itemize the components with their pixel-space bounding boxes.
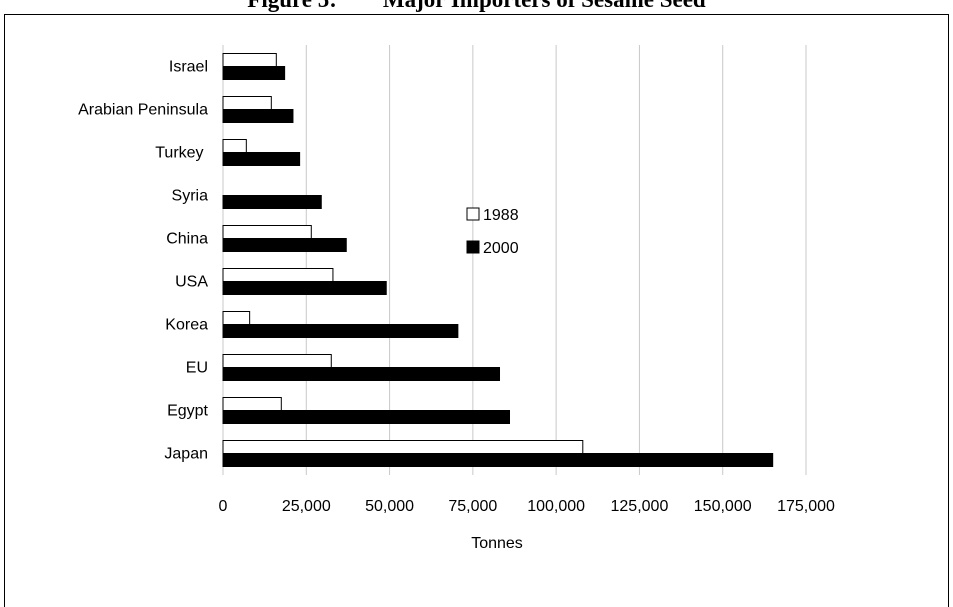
category-label: Arabian Peninsula	[78, 102, 208, 119]
bar-2000-israel	[222, 66, 286, 80]
category-label: Israel	[169, 59, 208, 76]
category-label: China	[166, 231, 208, 248]
x-tick-label: 150,000	[694, 498, 752, 515]
bar-1988-egypt	[222, 397, 282, 411]
grid-lines	[222, 45, 807, 475]
x-tick-label: 50,000	[365, 498, 414, 515]
bar-1988-turkey	[222, 139, 247, 153]
legend-label-1988: 1988	[483, 207, 519, 224]
bar-1988-arabian-peninsula	[222, 96, 272, 110]
chart-frame	[4, 14, 949, 607]
bar-2000-china	[222, 238, 347, 252]
category-label: Egypt	[167, 403, 208, 420]
x-tick-label: 0	[219, 498, 228, 515]
category-labels: Japan Egypt EU Korea USA China Syria Turkey Ara…	[78, 59, 208, 463]
legend-label-2000: 2000	[483, 240, 519, 257]
bar-2000-turkey	[222, 152, 301, 166]
x-axis-label: Tonnes	[471, 535, 523, 552]
x-tick-label: 175,000	[777, 498, 835, 515]
legend-swatch-2000	[466, 240, 480, 254]
x-tick-label: 75,000	[448, 498, 497, 515]
bar-1988-china	[222, 225, 312, 239]
legend-swatch-1988	[466, 207, 480, 221]
bar-2000-egypt	[222, 410, 511, 424]
bar-1988-israel	[222, 53, 277, 67]
x-tick-labels: 0 25,000 50,000 75,000 100,000 125,000 150,000…	[219, 498, 835, 515]
figure-title: Figure 5: Major Importers of Sesame Seed	[0, 0, 953, 14]
bar-2000-eu	[222, 367, 501, 381]
category-label: Turkey	[155, 145, 208, 162]
bar-2000-korea	[222, 324, 459, 338]
x-tick-label: 125,000	[611, 498, 669, 515]
bar-1988-eu	[222, 354, 332, 368]
bar-2000-japan	[222, 453, 774, 467]
category-label: Korea	[165, 317, 208, 334]
bar-2000-usa	[222, 281, 387, 295]
x-tick-label: 25,000	[282, 498, 331, 515]
bar-1988-korea	[222, 311, 251, 325]
x-tick-label: 100,000	[527, 498, 585, 515]
legend: 1988 2000	[466, 207, 519, 257]
bars	[222, 53, 774, 467]
category-label: Syria	[172, 188, 209, 205]
bar-2000-syria	[222, 195, 322, 209]
category-label: USA	[175, 274, 208, 291]
category-label: EU	[186, 360, 208, 377]
bar-1988-usa	[222, 268, 334, 282]
bar-1988-japan	[222, 440, 584, 454]
bar-2000-arabian-peninsula	[222, 109, 294, 123]
category-label: Japan	[164, 446, 208, 463]
